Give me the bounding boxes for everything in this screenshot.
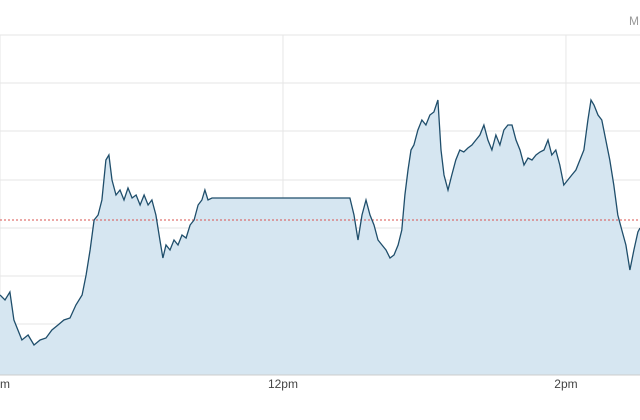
x-tick-label: 2pm [554,377,577,391]
x-tick-label: 12pm [268,377,298,391]
area [0,100,640,375]
x-tick-label: m [0,377,10,391]
line [0,98,640,346]
corner-label: M [629,14,639,28]
